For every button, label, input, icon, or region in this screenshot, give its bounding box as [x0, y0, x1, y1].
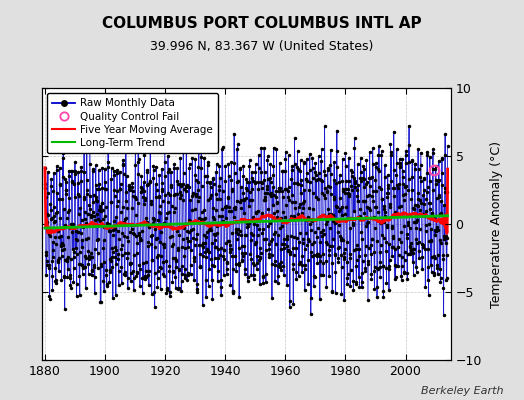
Legend: Raw Monthly Data, Quality Control Fail, Five Year Moving Average, Long-Term Tren: Raw Monthly Data, Quality Control Fail, …	[47, 93, 219, 153]
Text: Berkeley Earth: Berkeley Earth	[421, 386, 503, 396]
Text: 39.996 N, 83.367 W (United States): 39.996 N, 83.367 W (United States)	[150, 40, 374, 53]
Text: COLUMBUS PORT COLUMBUS INTL AP: COLUMBUS PORT COLUMBUS INTL AP	[102, 16, 422, 31]
Y-axis label: Temperature Anomaly (°C): Temperature Anomaly (°C)	[490, 140, 503, 308]
